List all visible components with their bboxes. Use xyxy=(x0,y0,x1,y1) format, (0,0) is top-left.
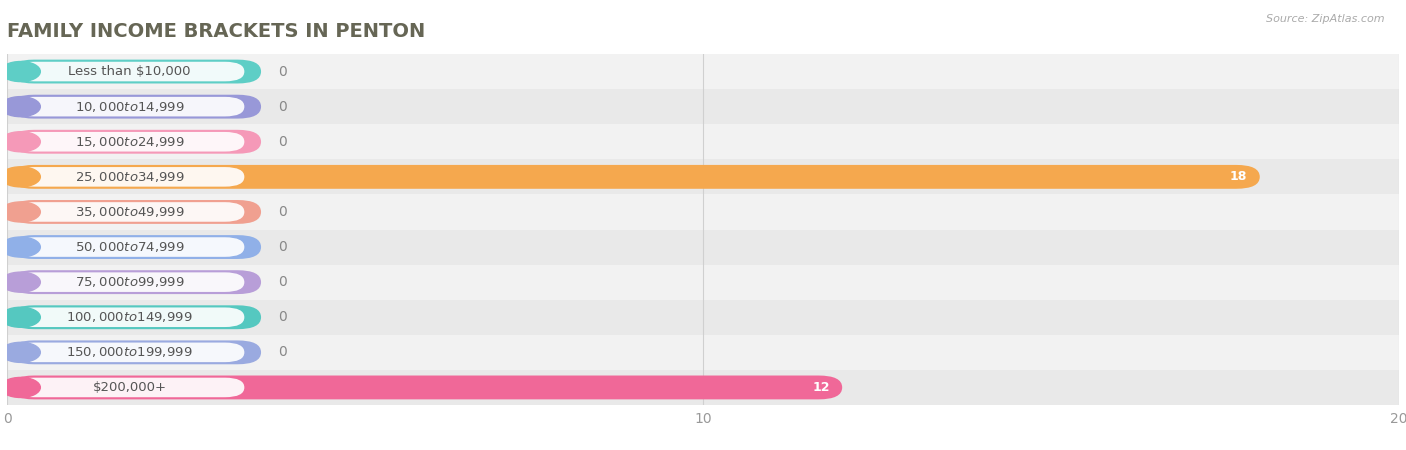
Text: $35,000 to $49,999: $35,000 to $49,999 xyxy=(75,205,184,219)
Bar xyxy=(7,159,1399,194)
Bar xyxy=(7,370,1399,405)
Bar xyxy=(7,300,1399,335)
Text: 0: 0 xyxy=(278,275,287,289)
FancyBboxPatch shape xyxy=(10,270,262,294)
Text: 0: 0 xyxy=(278,205,287,219)
Text: 0: 0 xyxy=(278,240,287,254)
Bar xyxy=(7,194,1399,230)
Circle shape xyxy=(0,97,41,117)
Circle shape xyxy=(0,202,41,222)
FancyBboxPatch shape xyxy=(14,132,245,152)
FancyBboxPatch shape xyxy=(14,378,245,397)
FancyBboxPatch shape xyxy=(14,237,245,257)
FancyBboxPatch shape xyxy=(14,272,245,292)
Text: 0: 0 xyxy=(278,64,287,79)
FancyBboxPatch shape xyxy=(14,307,245,327)
FancyBboxPatch shape xyxy=(10,94,262,119)
Circle shape xyxy=(0,132,41,152)
Circle shape xyxy=(0,272,41,292)
Text: $75,000 to $99,999: $75,000 to $99,999 xyxy=(75,275,184,289)
FancyBboxPatch shape xyxy=(14,62,245,81)
Text: $100,000 to $149,999: $100,000 to $149,999 xyxy=(66,310,193,324)
FancyBboxPatch shape xyxy=(10,235,262,259)
Circle shape xyxy=(0,237,41,257)
FancyBboxPatch shape xyxy=(10,200,262,224)
Text: $150,000 to $199,999: $150,000 to $199,999 xyxy=(66,345,193,360)
FancyBboxPatch shape xyxy=(10,375,842,400)
FancyBboxPatch shape xyxy=(10,165,1260,189)
Text: Less than $10,000: Less than $10,000 xyxy=(69,65,191,78)
Text: 0: 0 xyxy=(278,99,287,114)
Text: $200,000+: $200,000+ xyxy=(93,381,166,394)
FancyBboxPatch shape xyxy=(10,340,262,364)
Text: FAMILY INCOME BRACKETS IN PENTON: FAMILY INCOME BRACKETS IN PENTON xyxy=(7,22,425,41)
Text: $50,000 to $74,999: $50,000 to $74,999 xyxy=(75,240,184,254)
FancyBboxPatch shape xyxy=(10,59,262,84)
FancyBboxPatch shape xyxy=(10,305,262,329)
FancyBboxPatch shape xyxy=(14,167,245,187)
Text: $15,000 to $24,999: $15,000 to $24,999 xyxy=(75,135,184,149)
FancyBboxPatch shape xyxy=(14,202,245,222)
FancyBboxPatch shape xyxy=(10,130,262,154)
Text: $25,000 to $34,999: $25,000 to $34,999 xyxy=(75,170,184,184)
Text: 0: 0 xyxy=(278,310,287,324)
Bar xyxy=(7,230,1399,265)
Bar xyxy=(7,89,1399,124)
Bar xyxy=(7,124,1399,159)
Text: $10,000 to $14,999: $10,000 to $14,999 xyxy=(75,99,184,114)
Text: 0: 0 xyxy=(278,345,287,360)
Text: Source: ZipAtlas.com: Source: ZipAtlas.com xyxy=(1267,14,1385,23)
FancyBboxPatch shape xyxy=(14,97,245,117)
Text: 0: 0 xyxy=(278,135,287,149)
Circle shape xyxy=(0,342,41,362)
Circle shape xyxy=(0,62,41,81)
Circle shape xyxy=(0,307,41,327)
Bar xyxy=(7,335,1399,370)
Bar xyxy=(7,265,1399,300)
Bar xyxy=(7,54,1399,89)
Circle shape xyxy=(0,167,41,187)
Text: 18: 18 xyxy=(1230,171,1247,183)
Text: 12: 12 xyxy=(813,381,830,394)
Circle shape xyxy=(0,378,41,397)
FancyBboxPatch shape xyxy=(14,342,245,362)
